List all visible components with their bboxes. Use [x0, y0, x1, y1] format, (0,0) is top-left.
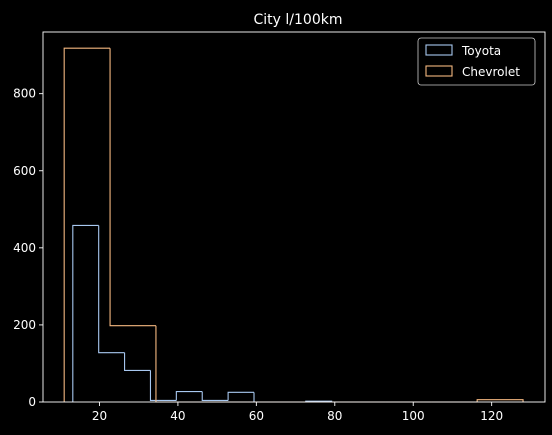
y-tick-label-0: 0: [28, 395, 36, 409]
legend-label-chevrolet: Chevrolet: [462, 65, 520, 79]
legend: Toyota Chevrolet: [418, 38, 535, 85]
legend-label-toyota: Toyota: [461, 44, 501, 58]
chart-title: City l/100km: [254, 12, 343, 28]
y-tick-label-800: 800: [13, 87, 36, 101]
x-tick-label-20: 20: [92, 409, 107, 423]
y-tick-label-400: 400: [13, 241, 36, 255]
x-tick-label-40: 40: [170, 409, 185, 423]
x-tick-label-60: 60: [249, 409, 264, 423]
x-tick-label-80: 80: [327, 409, 342, 423]
y-tick-label-200: 200: [13, 318, 36, 332]
x-tick-label-120: 120: [480, 409, 503, 423]
x-tick-label-100: 100: [402, 409, 425, 423]
y-tick-label-600: 600: [13, 164, 36, 178]
